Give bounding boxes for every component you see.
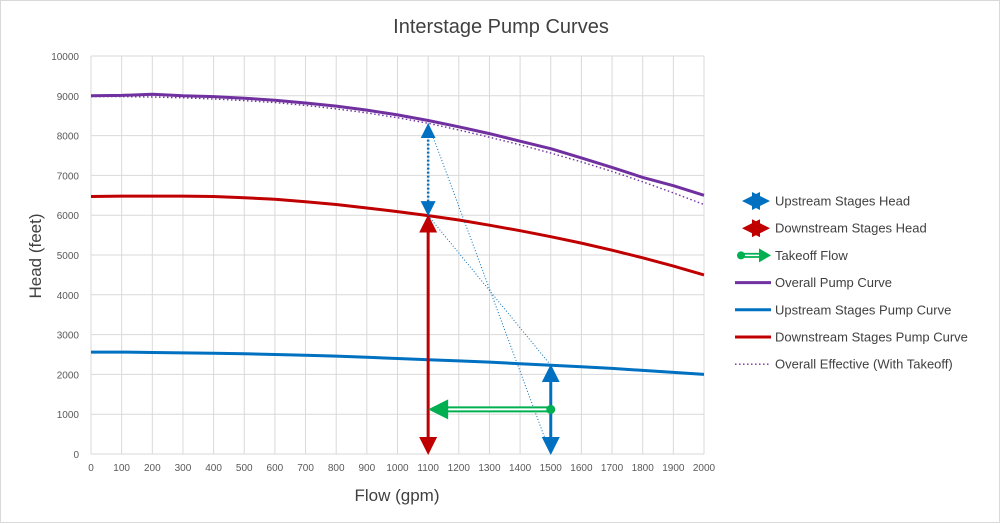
x-tick-label: 500 bbox=[236, 463, 253, 474]
y-tick-label: 3000 bbox=[57, 331, 80, 342]
y-tick-label: 8000 bbox=[57, 132, 80, 143]
annotations bbox=[419, 123, 560, 455]
x-tick-label: 100 bbox=[113, 463, 130, 474]
chart-title: Interstage Pump Curves bbox=[393, 16, 609, 38]
y-tick-label: 5000 bbox=[57, 251, 80, 262]
legend-swatch-arrowhead bbox=[759, 248, 771, 263]
x-tick-label: 300 bbox=[175, 463, 192, 474]
legend-label: Upstream Stages Head bbox=[775, 194, 910, 209]
grid bbox=[90, 55, 705, 455]
legend-item: Takeoff Flow bbox=[737, 248, 848, 263]
legend-label: Upstream Stages Pump Curve bbox=[775, 302, 951, 317]
x-tick-label: 1200 bbox=[448, 463, 471, 474]
x-tick-label: 1300 bbox=[478, 463, 501, 474]
x-tick-label: 1500 bbox=[540, 463, 563, 474]
legend-label: Downstream Stages Head bbox=[775, 221, 927, 236]
x-tick-label: 1700 bbox=[601, 463, 624, 474]
y-tick-label: 1000 bbox=[57, 410, 80, 421]
tick-labels: 0 100 200 300 400 500 600 700 800 900 1000 1100 1200… bbox=[51, 52, 715, 474]
y-tick-label: 6000 bbox=[57, 211, 80, 222]
legend-label: Overall Pump Curve bbox=[775, 275, 892, 290]
x-tick-label: 800 bbox=[328, 463, 345, 474]
legend-label: Overall Effective (With Takeoff) bbox=[775, 357, 953, 372]
legend-swatch-dot bbox=[737, 251, 745, 260]
upstream-stages-pump-curve-line bbox=[91, 350, 705, 376]
x-tick-label: 900 bbox=[359, 463, 376, 474]
legend: Upstream Stages Head Downstream Stages He… bbox=[735, 192, 968, 372]
x-tick-label: 600 bbox=[267, 463, 284, 474]
x-tick-label: 700 bbox=[297, 463, 314, 474]
y-axis-title: Head (feet) bbox=[26, 213, 45, 298]
downstream-stages-pump-curve-line bbox=[90, 194, 705, 277]
guide-line bbox=[427, 215, 552, 366]
x-tick-label: 1100 bbox=[417, 463, 439, 474]
legend-label: Takeoff Flow bbox=[775, 248, 848, 263]
x-tick-label: 0 bbox=[88, 463, 94, 474]
takeoff-flow-arrowhead bbox=[428, 399, 449, 420]
legend-item: Upstream Stages Pump Curve bbox=[735, 302, 951, 317]
y-tick-label: 9000 bbox=[57, 92, 80, 103]
takeoff-flow-dot bbox=[546, 404, 556, 414]
x-tick-label: 1000 bbox=[386, 463, 409, 474]
legend-item: Upstream Stages Head bbox=[742, 192, 910, 210]
legend-item: Downstream Stages Head bbox=[742, 219, 927, 238]
y-tick-label: 2000 bbox=[57, 370, 80, 381]
legend-item: Downstream Stages Pump Curve bbox=[735, 330, 968, 345]
x-tick-label: 1400 bbox=[509, 463, 532, 474]
legend-label: Downstream Stages Pump Curve bbox=[775, 330, 968, 345]
overall-pump-curve-line bbox=[90, 92, 705, 197]
x-tick-label: 200 bbox=[144, 463, 161, 474]
y-tick-label: 0 bbox=[73, 450, 79, 461]
x-tick-label: 1800 bbox=[632, 463, 655, 474]
legend-item: Overall Effective (With Takeoff) bbox=[735, 357, 953, 372]
x-tick-label: 1600 bbox=[570, 463, 593, 474]
legend-item: Overall Pump Curve bbox=[735, 275, 892, 290]
x-tick-label: 1900 bbox=[662, 463, 685, 474]
y-tick-label: 7000 bbox=[57, 171, 80, 182]
x-axis-title: Flow (gpm) bbox=[354, 486, 439, 505]
x-tick-label: 400 bbox=[205, 463, 222, 474]
y-tick-label: 10000 bbox=[51, 52, 79, 63]
y-tick-label: 4000 bbox=[57, 291, 80, 302]
x-tick-label: 2000 bbox=[693, 463, 716, 474]
series bbox=[90, 92, 705, 376]
